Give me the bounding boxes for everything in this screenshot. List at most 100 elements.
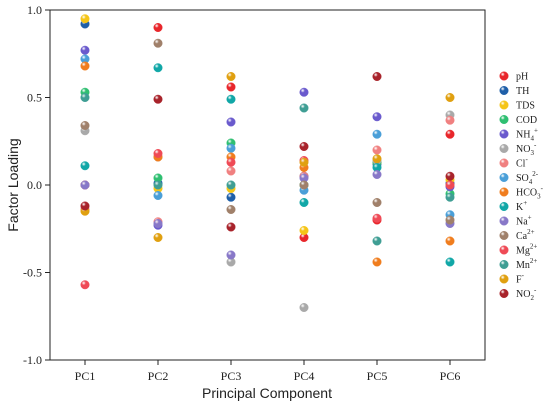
legend-label-superscript: - (525, 156, 528, 164)
legend-label-name: HCO (516, 188, 537, 199)
legend-label-name: Ca (516, 231, 528, 242)
legend-label-superscript: - (541, 185, 544, 193)
point-series-6-pc6 (445, 115, 455, 125)
legend-label: Ca2+ (516, 228, 535, 242)
point-series-11-pc4 (299, 180, 309, 190)
legend-label: Mn2+ (516, 257, 537, 271)
point-series-1-pc3 (226, 192, 236, 202)
legend-marker (499, 100, 509, 110)
legend-marker (499, 143, 509, 153)
legend-label-name: Cl (516, 159, 526, 170)
point-series-4-pc5 (372, 112, 382, 122)
legend-label-name: TH (516, 86, 529, 97)
point-series-12-pc1 (80, 280, 90, 290)
point-series-10-pc3 (226, 250, 236, 260)
legend-label-superscript: 2+ (530, 257, 538, 265)
legend-label-name: TDS (516, 101, 535, 112)
point-series-14-pc2 (153, 232, 163, 242)
x-tick-label: PC3 (221, 369, 242, 383)
legend-marker (499, 71, 509, 81)
legend-label-subscript: 4 (529, 178, 533, 186)
point-series-14-pc4 (299, 157, 309, 167)
point-series-12-pc6 (445, 180, 455, 190)
point-series-14-pc5 (372, 154, 382, 164)
point-series-15-pc2 (153, 94, 163, 104)
legend-label-superscript: + (528, 214, 532, 222)
point-series-0-pc3 (226, 82, 236, 92)
point-series-7-pc2 (153, 190, 163, 200)
point-series-11-pc5 (372, 197, 382, 207)
x-tick-label: PC6 (440, 369, 461, 383)
point-series-11-pc1 (80, 120, 90, 130)
legend-label-name: Mn (516, 260, 530, 271)
legend-label-subscript: 3 (530, 149, 534, 157)
x-tick-label: PC5 (367, 369, 388, 383)
legend-label: NH4+ (516, 127, 538, 143)
point-series-9-pc2 (153, 63, 163, 73)
legend-marker (499, 260, 509, 270)
legend-label: HCO3- (516, 185, 544, 201)
x-axis-title: Principal Component (202, 385, 332, 401)
x-axis-ticks: PC1 PC2 PC3 PC4 PC5 PC6 (75, 360, 461, 383)
legend-label-subscript: 3 (537, 193, 541, 201)
point-series-15-pc4 (299, 141, 309, 151)
legend-marker (499, 172, 509, 182)
point-series-6-pc3 (226, 166, 236, 176)
legend-label-superscript: 2+ (530, 243, 538, 251)
legend-label-name: NO (516, 289, 530, 300)
x-tick-label: PC1 (75, 369, 96, 383)
legend-marker (499, 129, 509, 139)
point-series-2-pc1 (80, 14, 90, 24)
y-tick-label: 1.0 (27, 3, 42, 17)
legend-label-name: Mg (516, 246, 530, 257)
point-series-13-pc2 (153, 180, 163, 190)
point-series-5-pc4 (299, 303, 309, 313)
legend-label-subscript: 4 (530, 135, 534, 143)
point-series-14-pc6 (445, 92, 455, 102)
point-series-0-pc2 (153, 23, 163, 33)
point-series-13-pc5 (372, 236, 382, 246)
legend-marker (499, 230, 509, 240)
y-tick-label: 0.0 (27, 178, 42, 192)
point-series-7-pc5 (372, 129, 382, 139)
legend-label: TH (516, 86, 529, 97)
point-series-13-pc3 (226, 180, 236, 190)
legend-label: NO3- (516, 141, 537, 157)
y-axis-title: Factor Loading (5, 138, 21, 231)
legend-label-superscript: - (522, 272, 525, 280)
legend-label-superscript: - (534, 286, 537, 294)
point-series-14-pc3 (226, 71, 236, 81)
legend-label-superscript: 2- (532, 170, 539, 178)
point-series-7-pc3 (226, 143, 236, 153)
legend-marker (499, 114, 509, 124)
data-points (80, 14, 455, 313)
point-series-11-pc6 (445, 215, 455, 225)
point-series-4-pc3 (226, 117, 236, 127)
y-tick-label: 0.5 (27, 91, 42, 105)
legend-label-name: COD (516, 115, 537, 126)
legend-label: NO2- (516, 286, 537, 302)
legend-marker (499, 289, 509, 299)
legend-label-subscript: 2 (530, 294, 534, 302)
point-series-4-pc4 (299, 87, 309, 97)
point-series-2-pc4 (299, 225, 309, 235)
legend-label: TDS (516, 101, 535, 112)
point-series-10-pc1 (80, 180, 90, 190)
y-tick-label: -0.5 (23, 266, 42, 280)
legend-label-superscript: + (534, 127, 538, 135)
legend-label: Na+ (516, 214, 532, 228)
legend-label-name: NH (516, 130, 530, 141)
legend-marker (499, 201, 509, 211)
legend-label: F- (516, 272, 525, 286)
point-series-12-pc5 (372, 213, 382, 223)
legend-label-superscript: 2+ (527, 228, 535, 236)
point-series-4-pc1 (80, 45, 90, 55)
point-series-15-pc5 (372, 71, 382, 81)
point-series-13-pc4 (299, 103, 309, 113)
point-series-15-pc6 (445, 171, 455, 181)
point-series-8-pc1 (80, 61, 90, 71)
legend-label-name: pH (516, 72, 528, 83)
legend-marker (499, 216, 509, 226)
legend-marker (499, 274, 509, 284)
point-series-9-pc4 (299, 197, 309, 207)
